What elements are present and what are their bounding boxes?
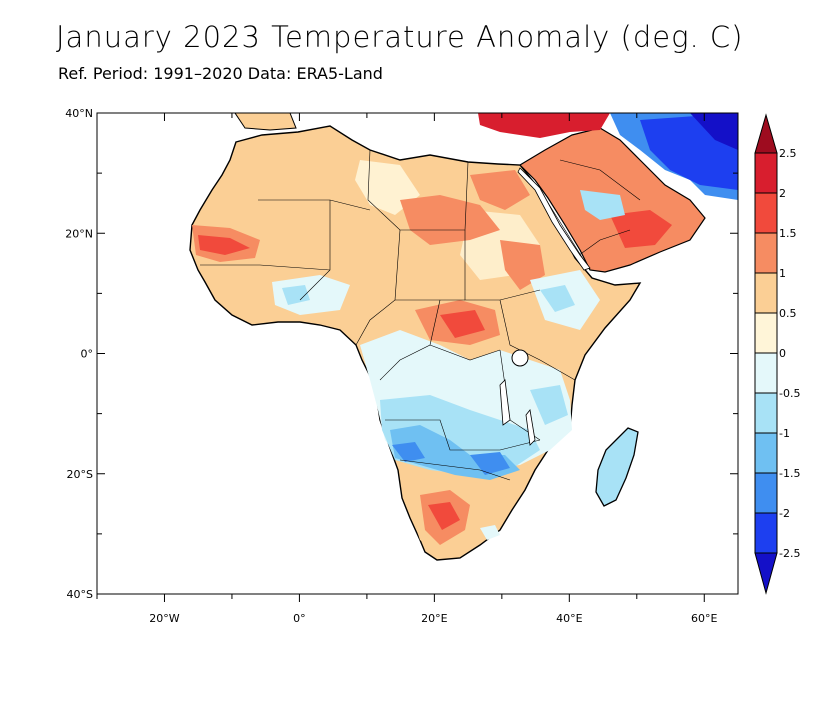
colorbar-label: 0.5 xyxy=(779,307,797,320)
lon-label: 40°E xyxy=(556,612,582,625)
red-sea xyxy=(517,167,591,271)
map-title: January 2023 Temperature Anomaly (deg. C… xyxy=(56,20,744,54)
colorbar-label: 1.5 xyxy=(779,227,797,240)
colorbar-swatch xyxy=(754,192,778,234)
europe-landmass xyxy=(234,113,297,131)
lon-label: 20°E xyxy=(421,612,447,625)
colorbar-label: 2 xyxy=(779,187,786,200)
lon-label: 20°W xyxy=(149,612,179,625)
colorbar-swatch xyxy=(754,472,778,514)
colorbar-swatch xyxy=(754,152,778,194)
colorbar-swatch xyxy=(754,392,778,434)
colorbar-swatch xyxy=(754,352,778,394)
colorbar-swatch xyxy=(754,232,778,274)
country-borders xyxy=(200,149,641,481)
colorbar-swatch xyxy=(754,312,778,354)
map-axes: 40°N 20°N 0° 20°S 40°S 20°W 0° 20°E 40°E 60°E xyxy=(65,107,738,625)
colorbar-swatch xyxy=(754,512,778,554)
colorbar: 2.5 2 1.5 1 0.5 0 -0.5 -1 -1.5 -2 -2.5 xyxy=(754,113,800,595)
land-layer xyxy=(189,113,738,561)
colorbar-label: -1 xyxy=(779,427,790,440)
colorbar-swatch xyxy=(754,432,778,474)
lake-tanganyika xyxy=(499,379,511,426)
colorbar-label: 0 xyxy=(779,347,786,360)
lat-label: 40°S xyxy=(67,588,93,601)
colorbar-max-triangle xyxy=(754,113,778,154)
lon-label: 0° xyxy=(293,612,306,625)
colorbar-label: 2.5 xyxy=(779,147,797,160)
lat-label: 20°S xyxy=(67,468,93,481)
lat-label: 0° xyxy=(81,348,94,361)
colorbar-label: -1.5 xyxy=(779,467,800,480)
iran-deep-cold xyxy=(690,113,738,150)
colorbar-label: -2.5 xyxy=(779,547,800,560)
lake-victoria xyxy=(511,349,529,367)
lon-label: 60°E xyxy=(691,612,717,625)
lat-label: 40°N xyxy=(65,107,93,120)
colorbar-label: -2 xyxy=(779,507,790,520)
turkey-landmass xyxy=(478,113,610,138)
lake-malawi xyxy=(525,409,536,446)
madagascar-landmass xyxy=(595,427,639,507)
colorbar-label: -0.5 xyxy=(779,387,800,400)
colorbar-swatch xyxy=(754,272,778,314)
map-subtitle: Ref. Period: 1991–2020 Data: ERA5-Land xyxy=(58,64,383,83)
colorbar-label: 1 xyxy=(779,267,786,280)
colorbar-min-triangle xyxy=(754,552,778,595)
lat-label: 20°N xyxy=(65,227,93,240)
